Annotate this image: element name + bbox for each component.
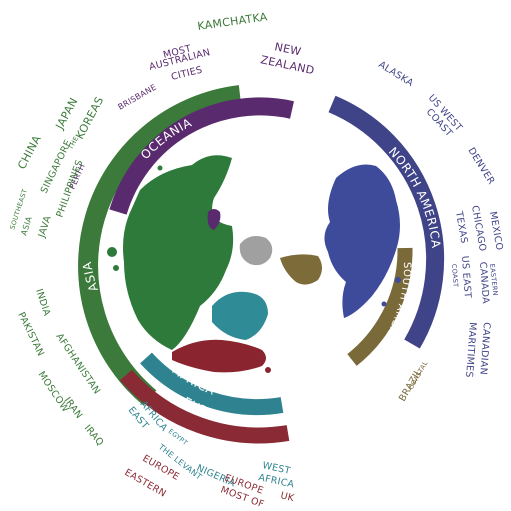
denver-label: DENVER xyxy=(465,146,496,187)
north-america-band xyxy=(328,95,445,349)
texas-label: TEXAS xyxy=(453,210,470,245)
south-america-landmass xyxy=(280,254,322,285)
japan-label: JAPAN xyxy=(53,95,81,132)
egypt-label: EGYPT xyxy=(167,427,189,447)
zealand-label: ZEALAND xyxy=(259,53,315,77)
island xyxy=(265,367,271,373)
island xyxy=(381,301,387,307)
island xyxy=(188,206,192,210)
chicago-label: CHICAGO xyxy=(469,205,488,253)
landmasses xyxy=(107,155,401,373)
india-label: INDIA xyxy=(33,288,52,318)
mexico-label: MEXICO xyxy=(487,211,505,252)
asia-landmass xyxy=(123,155,234,350)
north-america-landmass xyxy=(324,164,400,318)
island xyxy=(177,233,183,239)
java-label: JAVA xyxy=(36,214,54,240)
europe-band xyxy=(119,369,290,444)
oceania-band xyxy=(109,97,294,215)
canadian-label: CANADIAN xyxy=(477,322,492,375)
canada-label: CANADA xyxy=(477,261,491,304)
pakistan-label: PAKISTAN xyxy=(15,310,46,358)
asia-band xyxy=(78,85,242,406)
south-america-band xyxy=(347,247,413,366)
uk-label: UK xyxy=(279,490,295,504)
island xyxy=(107,247,117,257)
new-label: NEW xyxy=(273,40,302,58)
island xyxy=(395,277,401,283)
southeast-asia-label: ASIA xyxy=(19,215,34,237)
us-east-label: US EAST xyxy=(459,255,473,298)
antarctica-landmass xyxy=(239,236,273,266)
asia-band-text: ASIA xyxy=(80,260,100,293)
brazil-label: BRAZIL xyxy=(397,367,425,404)
cities-label: CITIES xyxy=(170,65,204,83)
africa-landmass xyxy=(212,291,268,340)
us-east-coast-label: COAST xyxy=(450,264,460,288)
europe-landmass xyxy=(172,339,266,373)
alaska-label: ALASKA xyxy=(376,59,415,89)
africa-band xyxy=(140,352,284,416)
moscow-label: MOSCOW xyxy=(36,370,72,415)
china-label: CHINA xyxy=(15,133,44,171)
continent-bands xyxy=(78,85,445,444)
new-zealand-landmass xyxy=(207,209,221,230)
maritimes-label: MARITIMES xyxy=(463,322,478,378)
brisbane-label: BRISBANE xyxy=(117,82,159,111)
eastern-na-label: EASTERN xyxy=(488,263,499,296)
kamchatka-label: KAMCHATKA xyxy=(197,10,269,33)
island xyxy=(113,265,119,271)
asia-band-label: ASIA xyxy=(80,260,101,293)
island xyxy=(157,165,163,171)
iraq-label: IRAQ xyxy=(82,423,106,448)
